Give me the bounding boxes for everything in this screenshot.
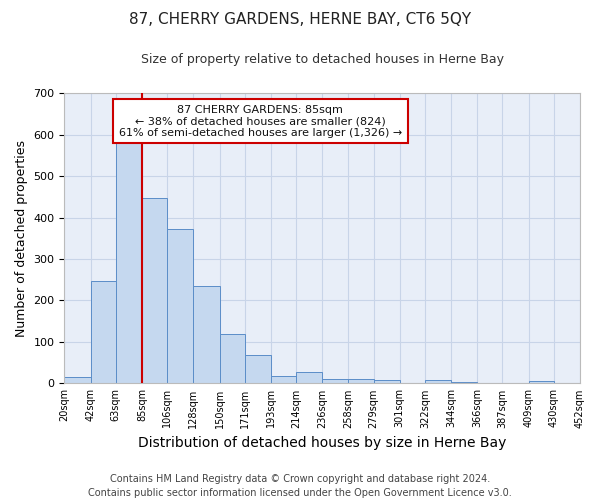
Bar [374,380,400,384]
Bar [193,286,220,384]
Bar [142,198,167,384]
Bar [296,372,322,384]
Bar [425,380,451,384]
Bar [220,334,245,384]
X-axis label: Distribution of detached houses by size in Herne Bay: Distribution of detached houses by size … [138,436,506,450]
Bar [271,376,296,384]
Y-axis label: Number of detached properties: Number of detached properties [15,140,28,336]
Bar [245,355,271,384]
Bar [167,229,193,384]
Text: 87 CHERRY GARDENS: 85sqm
← 38% of detached houses are smaller (824)
61% of semi-: 87 CHERRY GARDENS: 85sqm ← 38% of detach… [119,104,402,138]
Bar [64,377,91,384]
Title: Size of property relative to detached houses in Herne Bay: Size of property relative to detached ho… [141,52,504,66]
Bar [116,141,142,384]
Text: 87, CHERRY GARDENS, HERNE BAY, CT6 5QY: 87, CHERRY GARDENS, HERNE BAY, CT6 5QY [129,12,471,28]
Bar [322,379,349,384]
Bar [529,382,554,384]
Bar [91,280,116,384]
Text: Contains HM Land Registry data © Crown copyright and database right 2024.
Contai: Contains HM Land Registry data © Crown c… [88,474,512,498]
Bar [349,380,374,384]
Bar [451,382,478,384]
